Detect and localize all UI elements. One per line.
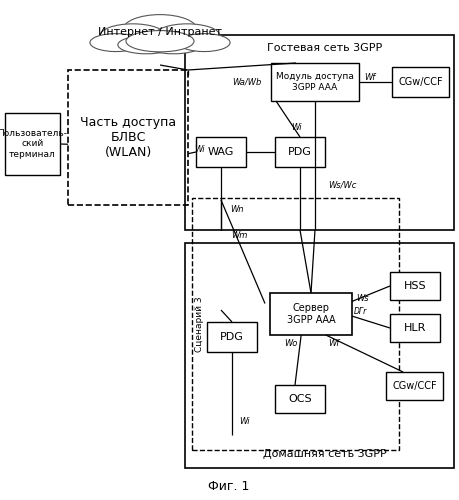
FancyBboxPatch shape (5, 113, 60, 175)
FancyBboxPatch shape (386, 372, 443, 400)
Text: WAG: WAG (208, 147, 234, 157)
Ellipse shape (90, 34, 142, 52)
Text: HLR: HLR (404, 323, 426, 333)
Text: CGw/CCF: CGw/CCF (392, 381, 437, 391)
Text: Часть доступа
БЛВС
(WLAN): Часть доступа БЛВС (WLAN) (80, 116, 176, 159)
Text: OCS: OCS (288, 394, 312, 404)
Text: HSS: HSS (403, 281, 426, 291)
FancyBboxPatch shape (390, 272, 440, 300)
Ellipse shape (179, 34, 230, 52)
Text: CGw/CCF: CGw/CCF (398, 77, 443, 87)
FancyBboxPatch shape (270, 293, 352, 335)
Text: Домашняя сеть 3GPP: Домашняя сеть 3GPP (263, 449, 387, 459)
Ellipse shape (126, 30, 194, 52)
Ellipse shape (145, 36, 202, 54)
Ellipse shape (100, 24, 165, 48)
FancyBboxPatch shape (207, 322, 257, 352)
FancyBboxPatch shape (185, 243, 454, 468)
Text: Сервер
3GPP ААА: Сервер 3GPP ААА (287, 303, 336, 325)
Ellipse shape (118, 36, 175, 54)
Text: PDG: PDG (220, 332, 244, 342)
Ellipse shape (123, 14, 197, 46)
Text: PDG: PDG (288, 147, 312, 157)
Text: Модуль доступа
3GPP AAA: Модуль доступа 3GPP AAA (276, 72, 354, 92)
Ellipse shape (155, 24, 220, 48)
Text: Wi: Wi (291, 122, 302, 132)
FancyBboxPatch shape (275, 385, 325, 413)
FancyBboxPatch shape (196, 137, 246, 167)
Text: Интернет / Интранет: Интернет / Интранет (98, 27, 222, 37)
Text: Wf: Wf (328, 340, 339, 348)
Text: Wn: Wn (230, 206, 244, 214)
Text: Wa/Wb: Wa/Wb (232, 78, 261, 86)
Text: Сценарий 3: Сценарий 3 (195, 296, 203, 352)
Text: Wo: Wo (285, 340, 298, 348)
FancyBboxPatch shape (275, 137, 325, 167)
Text: Пользователь-
ский
терминал: Пользователь- ский терминал (0, 129, 67, 159)
Text: DГr: DГr (354, 306, 367, 316)
Text: Ws: Ws (356, 294, 369, 303)
FancyBboxPatch shape (392, 67, 449, 97)
Text: Wm: Wm (231, 232, 247, 240)
FancyBboxPatch shape (271, 63, 359, 101)
Text: Wf: Wf (364, 74, 375, 82)
Text: Ws/Wc: Ws/Wc (328, 180, 356, 190)
FancyBboxPatch shape (390, 314, 440, 342)
Text: Wi: Wi (194, 145, 205, 154)
FancyBboxPatch shape (185, 35, 454, 230)
Text: Фиг. 1: Фиг. 1 (208, 480, 250, 492)
Text: Гостевая сеть 3GPP: Гостевая сеть 3GPP (267, 43, 382, 53)
Text: Wi: Wi (239, 418, 250, 426)
